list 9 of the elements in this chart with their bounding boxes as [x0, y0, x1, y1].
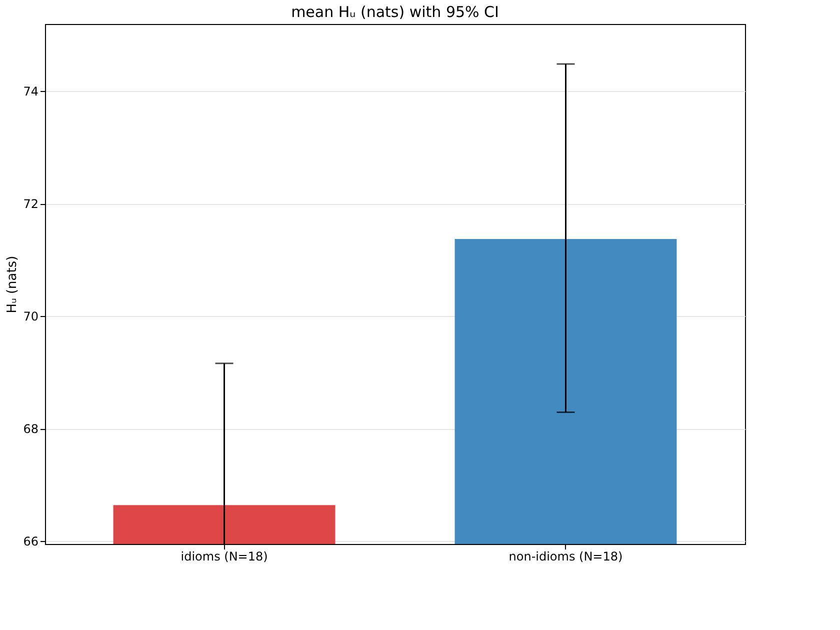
y-tick-label: 68	[23, 422, 38, 436]
x-tick-label: idioms (N=18)	[180, 550, 268, 564]
x-tick-label: non-idioms (N=18)	[508, 550, 623, 564]
y-tick-label: 74	[23, 84, 38, 98]
chart-title: mean Hᵤ (nats) with 95% CI	[291, 3, 499, 21]
y-tick-label: 72	[23, 197, 38, 212]
y-axis-title: Hᵤ (nats)	[5, 256, 20, 314]
y-tick-label: 70	[23, 310, 38, 324]
y-tick-label: 66	[23, 534, 38, 549]
